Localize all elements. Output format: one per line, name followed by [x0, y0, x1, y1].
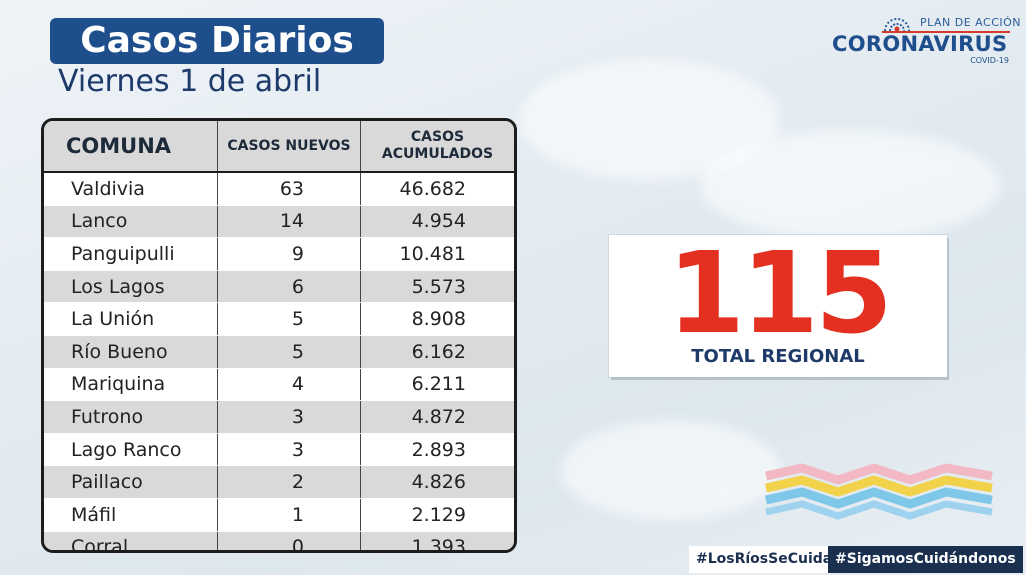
table-row: Los Lagos 6 5.573: [44, 270, 514, 304]
casos-nuevos-cell: 5: [217, 335, 361, 369]
table-row: Mariquina 4 6.211: [44, 368, 514, 402]
casos-nuevos-cell: 6: [217, 270, 361, 304]
casos-nuevos-cell: 14: [217, 205, 361, 239]
comuna-cell: Corral: [44, 531, 218, 550]
comuna-cell: La Unión: [44, 302, 218, 336]
casos-nuevos-cell: 5: [217, 302, 361, 336]
logo-plan-text: PLAN DE ACCIÓN: [920, 16, 1022, 29]
logo-sub-text: COVID-19: [970, 56, 1009, 65]
table-row: La Unión 5 8.908: [44, 302, 514, 336]
page-title: Casos Diarios: [50, 18, 384, 64]
table-row: Lago Ranco 3 2.893: [44, 433, 514, 467]
total-value: 115: [667, 229, 893, 359]
header-casos-nuevos: CASOS NUEVOS: [217, 121, 361, 173]
comuna-cell: Lanco: [44, 205, 218, 239]
casos-nuevos-cell: 3: [217, 433, 361, 467]
hashtag-los-rios: #LosRíosSeCuida: [689, 546, 840, 573]
casos-acumulados-cell: 5.573: [360, 270, 514, 304]
table-row: Paillaco 2 4.826: [44, 465, 514, 499]
total-regional-card: 115 TOTAL REGIONAL: [609, 229, 947, 377]
background-cloud: [560, 420, 780, 520]
header-casos-acumulados: CASOS ACUMULADOS: [360, 121, 514, 173]
table-row: Corral 0 1.393: [44, 531, 514, 550]
comuna-cell: Los Lagos: [44, 270, 218, 304]
comuna-cell: Mariquina: [44, 368, 218, 402]
table-row: Panguipulli 9 10.481: [44, 237, 514, 271]
casos-acumulados-cell: 6.211: [360, 368, 514, 402]
header-acumulados-line2: ACUMULADOS: [381, 146, 494, 162]
casos-nuevos-cell: 4: [217, 368, 361, 402]
table-row: Río Bueno 5 6.162: [44, 335, 514, 369]
casos-nuevos-cell: 1: [217, 498, 361, 532]
comuna-cell: Río Bueno: [44, 335, 218, 369]
casos-acumulados-cell: 2.893: [360, 433, 514, 467]
casos-acumulados-cell: 6.162: [360, 335, 514, 369]
casos-nuevos-cell: 3: [217, 400, 361, 434]
rainbow-zigzag-decoration: [765, 463, 993, 520]
coronavirus-logo: PLAN DE ACCIÓN CORONAVIRUS COVID-19: [830, 12, 1021, 68]
comuna-cell: Lago Ranco: [44, 433, 218, 467]
casos-acumulados-cell: 4.826: [360, 465, 514, 499]
comuna-cell: Valdivia: [44, 172, 218, 206]
cases-table: COMUNA CASOS NUEVOS CASOS ACUMULADOS Val…: [41, 118, 517, 553]
casos-nuevos-cell: 2: [217, 465, 361, 499]
casos-acumulados-cell: 1.393: [360, 531, 514, 550]
casos-acumulados-cell: 4.954: [360, 205, 514, 239]
casos-acumulados-cell: 2.129: [360, 498, 514, 532]
background-cloud: [700, 130, 1000, 240]
table-row: Lanco 14 4.954: [44, 205, 514, 239]
casos-acumulados-cell: 4.872: [360, 400, 514, 434]
table-row: Valdivia 63 46.682: [44, 172, 514, 206]
logo-main-text: CORONAVIRUS: [832, 32, 1008, 56]
total-label: TOTAL REGIONAL: [691, 346, 865, 367]
comuna-cell: Panguipulli: [44, 237, 218, 271]
casos-nuevos-cell: 0: [217, 531, 361, 550]
casos-acumulados-cell: 8.908: [360, 302, 514, 336]
hashtag-sigamos: #SigamosCuidándonos: [828, 546, 1023, 573]
casos-acumulados-cell: 10.481: [360, 237, 514, 271]
casos-nuevos-cell: 63: [217, 172, 361, 206]
casos-nuevos-cell: 9: [217, 237, 361, 271]
logo-divider: [882, 31, 1010, 33]
header-comuna: COMUNA: [44, 121, 218, 173]
comuna-cell: Máfil: [44, 498, 218, 532]
table-row: Futrono 3 4.872: [44, 400, 514, 434]
comuna-cell: Paillaco: [44, 465, 218, 499]
header-acumulados-line1: CASOS: [410, 129, 465, 145]
sun-icon: [884, 18, 910, 32]
table-header-row: COMUNA CASOS NUEVOS CASOS ACUMULADOS: [44, 121, 514, 173]
casos-acumulados-cell: 46.682: [360, 172, 514, 206]
comuna-cell: Futrono: [44, 400, 218, 434]
table-row: Máfil 1 2.129: [44, 498, 514, 532]
page-date: Viernes 1 de abril: [58, 64, 322, 99]
